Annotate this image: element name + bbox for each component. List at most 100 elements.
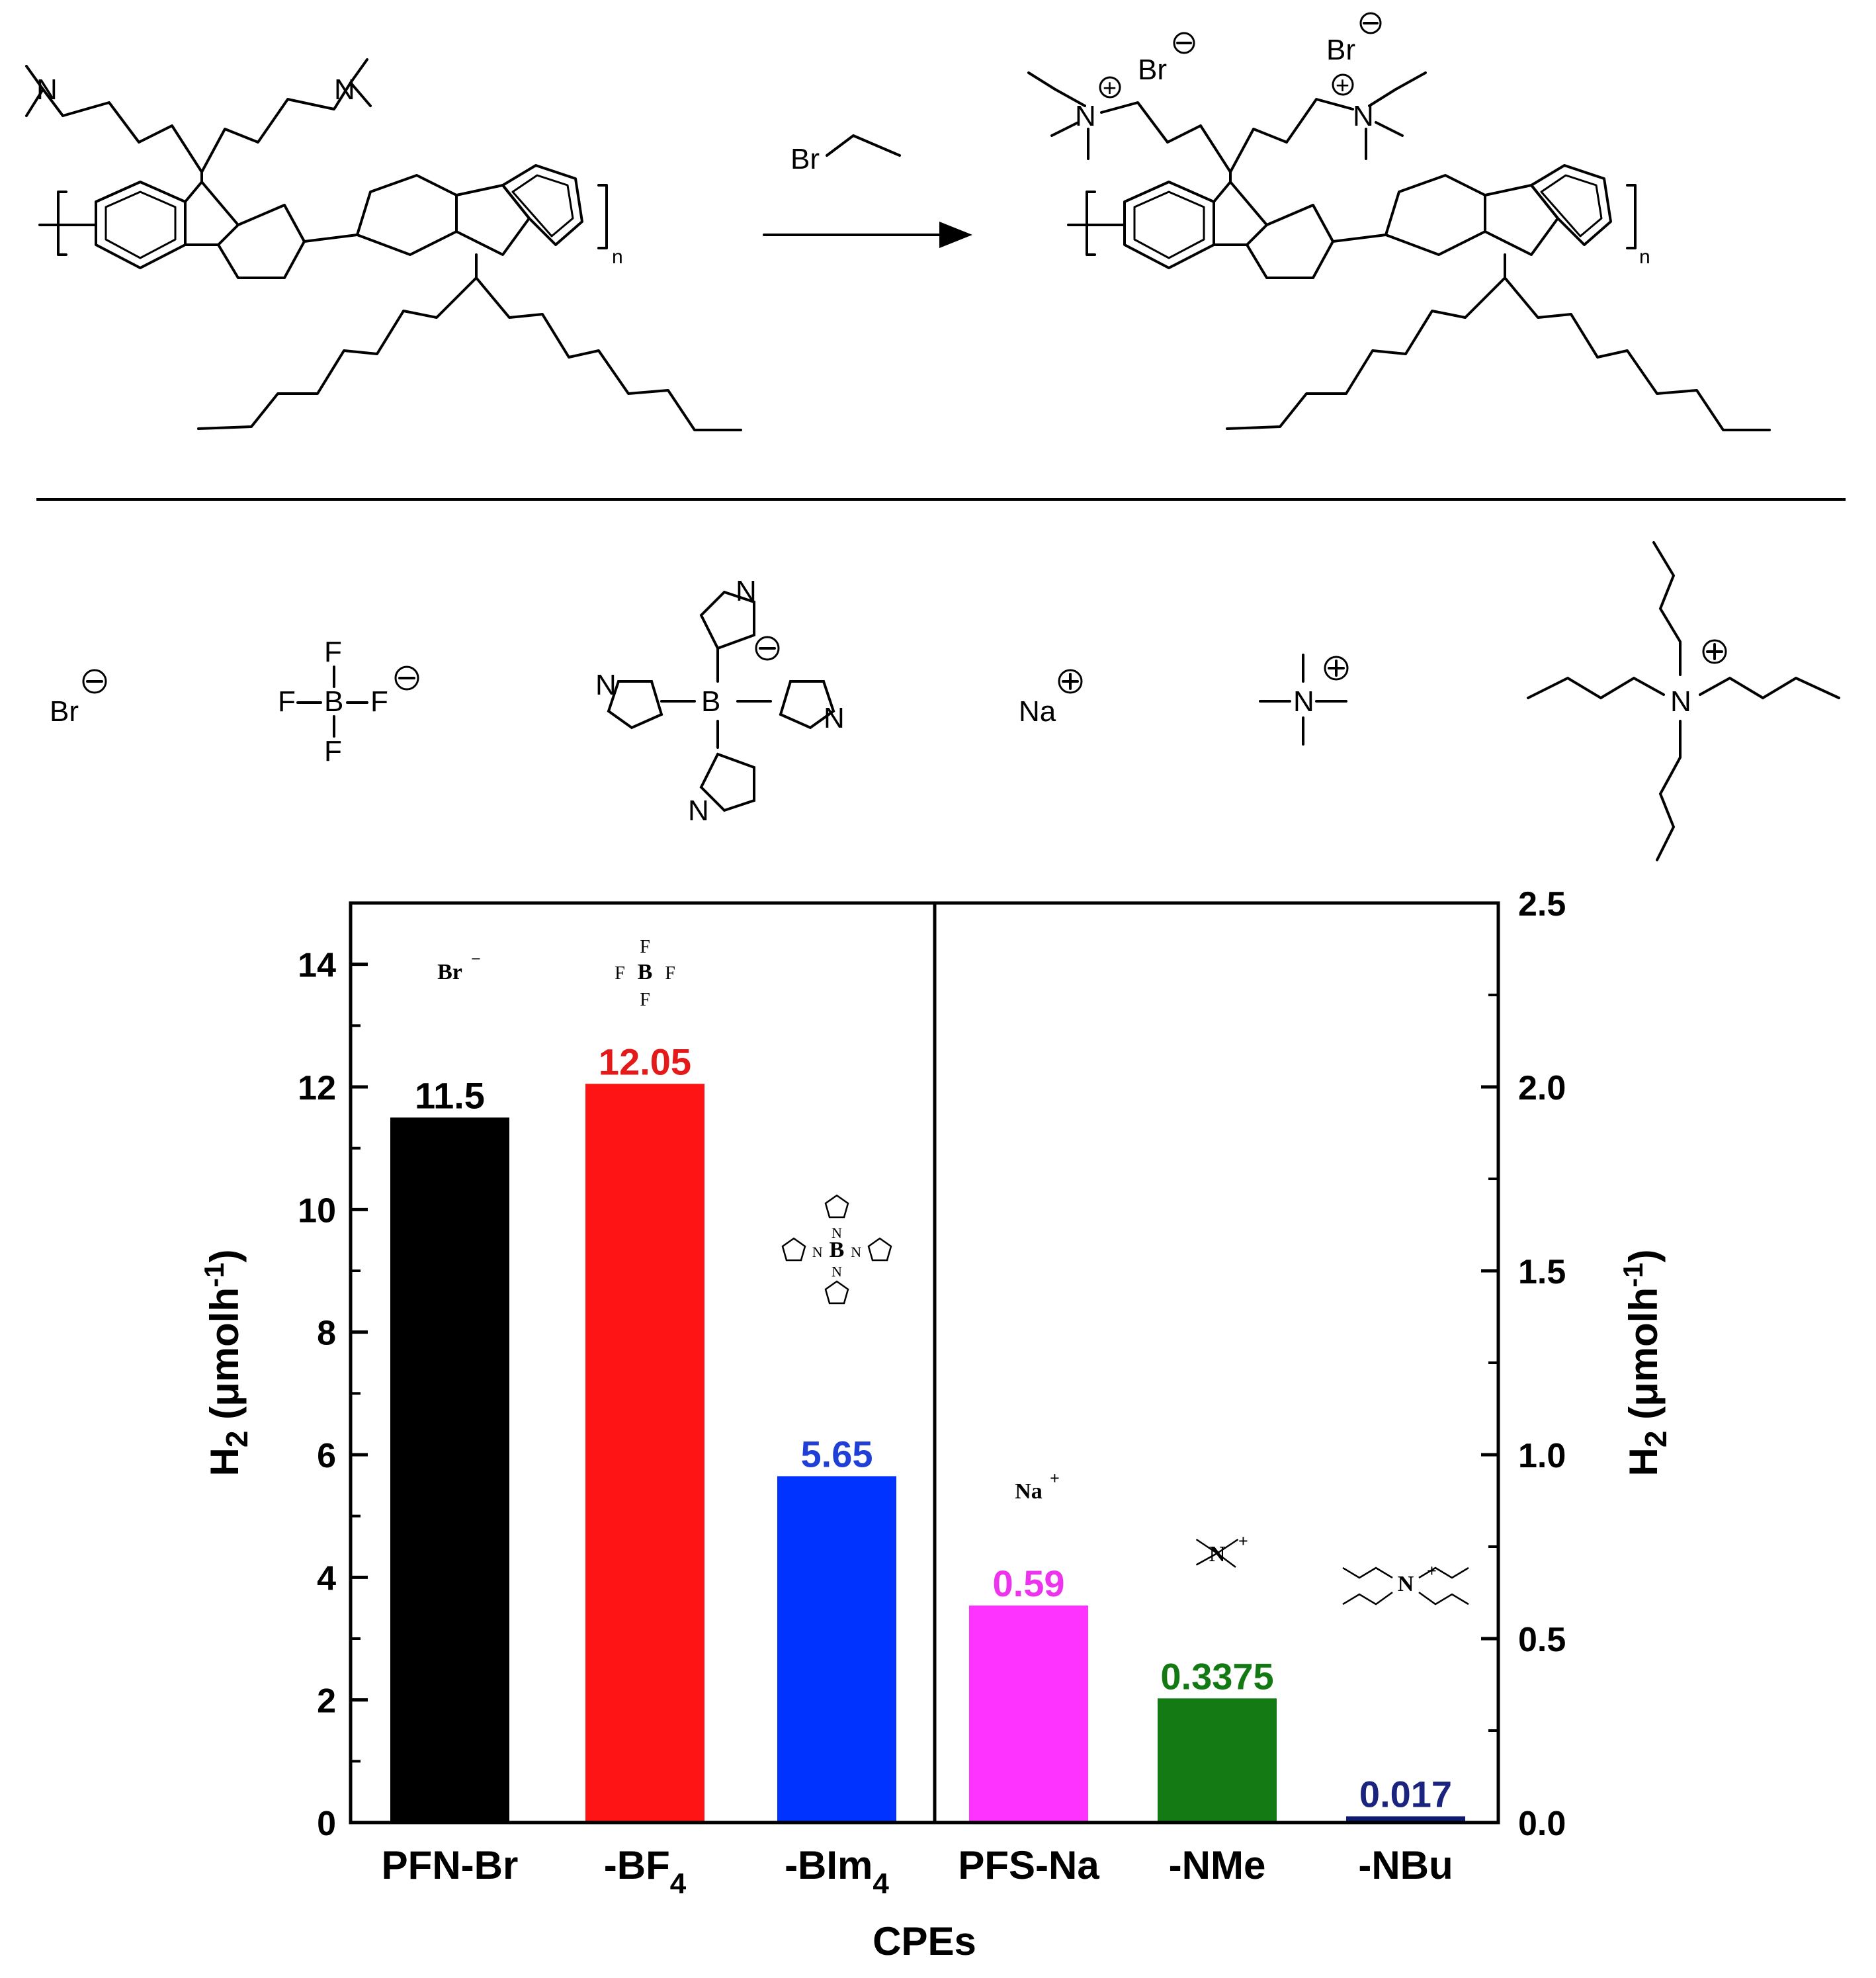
svg-text:N: N: [1293, 685, 1314, 718]
svg-text:+: +: [1336, 71, 1349, 99]
left-tick-label: 14: [298, 947, 336, 985]
ion-icon-label: Na: [1015, 1479, 1043, 1504]
x-category-labels: PFN-Br -BF4 -BIm4 PFS-Na -NMe -NBu: [382, 1843, 1453, 1900]
right-tick-label: 0.5: [1518, 1621, 1566, 1659]
product-polymer: [1027, 71, 1771, 431]
product-br-right: Br: [1326, 34, 1355, 66]
bar-value-labels: 11.5 12.05 5.65 0.59 0.3375 0.017: [415, 1041, 1452, 1815]
left-tick-label: 8: [317, 1314, 336, 1353]
svg-text:+: +: [1103, 74, 1117, 101]
bar-nme: [1158, 1698, 1277, 1823]
ion-icon-0: Br−: [437, 949, 481, 984]
svg-text:B: B: [701, 685, 720, 718]
ion-icon-2: BNN NN: [781, 1194, 892, 1305]
product-subscript-n: n: [1639, 246, 1650, 268]
svg-text:Br: Br: [50, 695, 79, 728]
ion-icon-label: B: [638, 960, 653, 984]
x-category-label: PFN-Br: [382, 1843, 519, 1887]
left-tick-label: 2: [317, 1682, 336, 1721]
ion-icon-1: BFF FF: [615, 937, 675, 1010]
ion-icon-4: N+: [1195, 1531, 1248, 1568]
reaction-scheme: N N n Br: [25, 12, 1771, 431]
svg-text:F: F: [324, 636, 342, 668]
reactant-subscript-n: n: [612, 246, 623, 268]
left-tick-label: 0: [317, 1805, 336, 1843]
svg-text:F: F: [665, 963, 675, 984]
right-tick-label: 1.5: [1518, 1253, 1566, 1291]
svg-text:N: N: [812, 1244, 823, 1260]
right-tick-label: 2.5: [1518, 885, 1566, 924]
y-axis-title-right: H2 (μmolh-1): [1617, 1250, 1673, 1477]
bar-value-label: 5.65: [801, 1433, 873, 1475]
svg-text:N: N: [831, 1263, 842, 1279]
bar-pfsna: [969, 1605, 1088, 1823]
bar-nbu: [1346, 1816, 1465, 1823]
svg-text:F: F: [324, 735, 342, 767]
left-axis-ticks: 0 2 4 6 8 10 12 14: [298, 947, 368, 1843]
tetrafluoroborate-ion: F F B F F: [278, 636, 419, 767]
svg-text:B: B: [324, 685, 343, 718]
reactant-polymer: [25, 58, 742, 431]
svg-text:N: N: [736, 575, 757, 607]
bar-value-label: 11.5: [415, 1074, 485, 1116]
left-tick-label: 10: [298, 1191, 336, 1230]
product-n-left: N: [1075, 100, 1096, 132]
bar-value-label: 12.05: [599, 1041, 691, 1082]
tetrabutylammonium-ion: N: [1527, 541, 1840, 861]
right-tick-label: 1.0: [1518, 1437, 1566, 1475]
left-tick-label: 12: [298, 1069, 336, 1107]
x-category-label: PFS-Na: [958, 1843, 1099, 1887]
svg-text:N: N: [688, 795, 709, 827]
reactant-n-left: N: [36, 73, 58, 106]
ion-icon-label: N: [1398, 1572, 1414, 1596]
tetramethylammonium-ion: N: [1259, 654, 1349, 746]
svg-text:N: N: [851, 1244, 861, 1260]
svg-text:N: N: [1670, 685, 1691, 718]
x-category-label: -BF4: [604, 1843, 687, 1900]
arrow-head: [939, 222, 972, 248]
reactant-n-right: N: [334, 73, 355, 106]
right-tick-label: 2.0: [1518, 1069, 1566, 1107]
bar-pfnbr: [390, 1117, 509, 1823]
reagent-br: Br: [790, 143, 820, 175]
bar-value-label: 0.017: [1359, 1774, 1452, 1815]
right-tick-label: 0.0: [1518, 1805, 1566, 1843]
svg-text:Na: Na: [1019, 695, 1056, 728]
x-category-label: -BIm4: [785, 1843, 889, 1900]
bar-value-label: 0.59: [993, 1563, 1065, 1604]
counter-ion-row: Br F F B F F B N: [50, 541, 1840, 861]
right-axis-ticks: 0.0 0.5 1.0 1.5 2.0 2.5: [1481, 885, 1566, 1843]
ion-icon-3: Na +: [1015, 1469, 1060, 1504]
left-tick-label: 6: [317, 1437, 336, 1475]
bar-value-label: 0.3375: [1160, 1655, 1273, 1697]
svg-text:N: N: [824, 702, 845, 734]
ion-icon-5: N+: [1342, 1561, 1469, 1606]
ion-icon-charge: +: [1238, 1531, 1248, 1551]
ion-icon-label: Br: [437, 960, 462, 984]
x-axis-title: CPEs: [873, 1919, 976, 1963]
svg-text:F: F: [615, 963, 625, 984]
svg-text:N: N: [595, 669, 617, 701]
product-n-right: N: [1353, 100, 1374, 132]
svg-text:N: N: [831, 1225, 842, 1241]
bar-bim4: [777, 1476, 896, 1823]
ion-icon-charge: −: [471, 949, 481, 968]
bromide-ion: Br: [50, 669, 107, 728]
left-tick-label: 4: [317, 1559, 336, 1598]
sodium-ion: Na: [1019, 669, 1083, 728]
svg-text:F: F: [640, 937, 650, 957]
ion-icon-label: B: [830, 1238, 845, 1262]
x-category-label: -NBu: [1358, 1843, 1453, 1887]
plot-frame: [349, 901, 1500, 1825]
bar-bf4: [585, 1084, 704, 1823]
bars: [390, 1084, 1465, 1823]
x-category-label: -NMe: [1169, 1843, 1266, 1887]
y-axis-title-left: H2 (μmolh-1): [198, 1250, 254, 1477]
svg-text:F: F: [640, 990, 650, 1010]
tetraimidazolylborate-ion: B N N N N: [595, 575, 845, 827]
svg-text:F: F: [278, 685, 296, 718]
svg-text:F: F: [370, 685, 388, 718]
